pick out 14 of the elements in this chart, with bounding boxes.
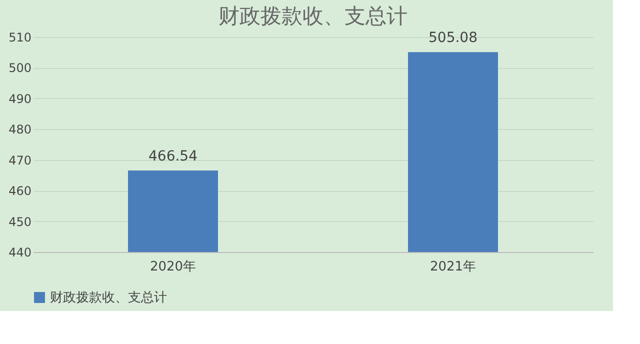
y-tick-label: 510 (8, 30, 32, 44)
y-tick-label: 460 (8, 184, 32, 198)
y-tick-label: 500 (8, 61, 32, 76)
legend-label: 财政拨款收、支总计 (50, 290, 167, 306)
data-label: 505.08 (428, 30, 478, 46)
y-tick-label: 490 (8, 92, 32, 106)
x-tick-label: 2021年 (430, 260, 476, 274)
x-tick-label: 2020年 (150, 260, 196, 274)
y-tick-label: 480 (8, 122, 32, 137)
y-tick-label: 450 (8, 214, 32, 229)
y-tick-label: 470 (8, 153, 32, 168)
chart-title: 财政拨款收、支总计 (218, 4, 408, 28)
data-label: 466.54 (148, 148, 198, 164)
y-tick-label: 440 (8, 246, 32, 260)
